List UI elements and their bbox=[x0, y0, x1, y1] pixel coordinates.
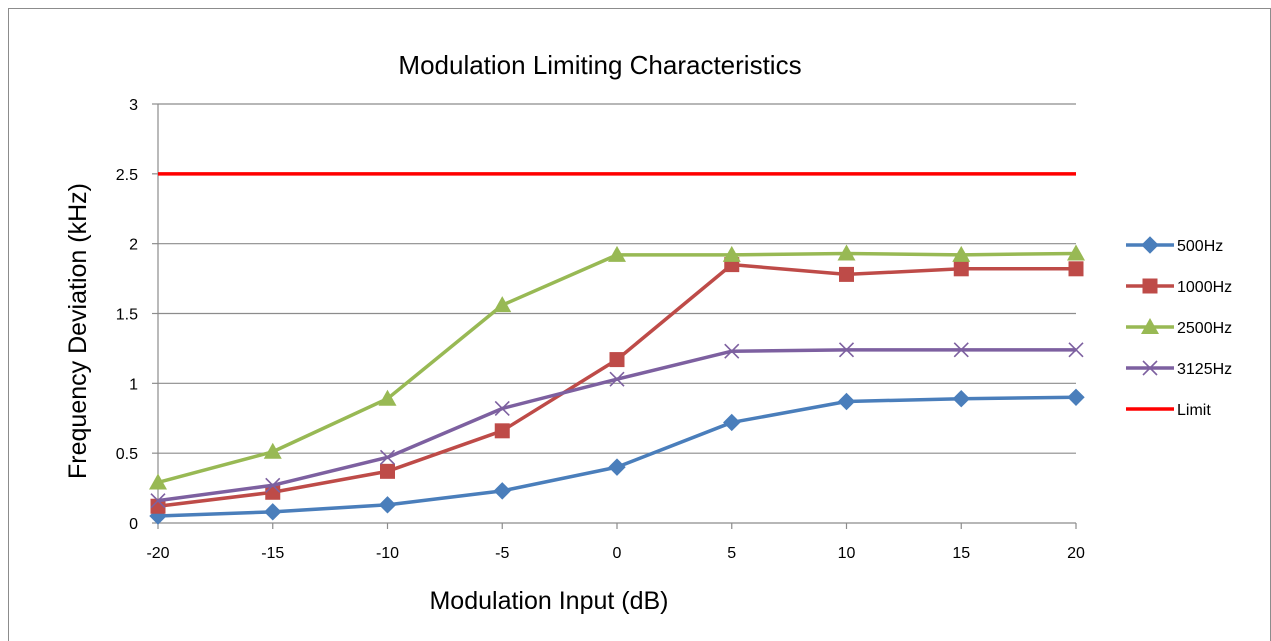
data-point bbox=[608, 245, 626, 262]
data-point bbox=[608, 458, 626, 476]
x-tick-label: 20 bbox=[1067, 545, 1085, 562]
data-point bbox=[837, 244, 856, 261]
data-point bbox=[493, 482, 511, 500]
data-point bbox=[494, 423, 510, 439]
data-point bbox=[379, 449, 396, 465]
y-tick-label: 0 bbox=[129, 516, 138, 533]
data-point bbox=[722, 245, 741, 262]
data-point bbox=[263, 442, 282, 459]
legend-entry: 500Hz bbox=[1126, 236, 1223, 255]
data-point bbox=[1067, 244, 1085, 261]
legend-marker bbox=[1141, 236, 1159, 254]
data-point bbox=[609, 352, 625, 368]
data-point bbox=[609, 371, 625, 387]
y-tick-label: 2 bbox=[129, 237, 138, 254]
x-axis-label: Modulation Input (dB) bbox=[429, 587, 668, 615]
legend-marker bbox=[1141, 318, 1159, 334]
legend-label: 2500Hz bbox=[1177, 320, 1232, 337]
y-tick-label: 1 bbox=[129, 376, 138, 393]
legend-entry: 1000Hz bbox=[1126, 278, 1232, 296]
y-tick-label: 0.5 bbox=[116, 446, 138, 463]
x-tick-label: 10 bbox=[838, 545, 856, 562]
x-axis-ticks: -20 -15 -10 -5 0 5 10 15 20 bbox=[146, 523, 1085, 562]
legend-label: Limit bbox=[1177, 402, 1211, 419]
data-point bbox=[952, 389, 970, 408]
data-point bbox=[1068, 342, 1084, 358]
series-layer bbox=[149, 172, 1085, 525]
data-point bbox=[378, 496, 397, 514]
series-1000hz bbox=[150, 257, 1084, 514]
data-point bbox=[839, 266, 854, 282]
data-point bbox=[494, 400, 510, 417]
legend-entry: 2500Hz bbox=[1126, 318, 1232, 337]
data-point bbox=[378, 389, 397, 406]
data-point bbox=[953, 342, 969, 358]
y-tick-label: 2.5 bbox=[116, 167, 138, 184]
y-tick-label: 1.5 bbox=[116, 307, 138, 324]
chart-title: Modulation Limiting Characteristics bbox=[398, 50, 801, 80]
data-point bbox=[150, 498, 166, 514]
data-point bbox=[149, 473, 167, 490]
data-point bbox=[493, 296, 512, 313]
data-point bbox=[265, 477, 281, 493]
x-tick-label: -10 bbox=[376, 545, 399, 562]
legend-entry: 3125Hz bbox=[1126, 360, 1232, 378]
x-tick-label: 5 bbox=[727, 545, 736, 562]
data-point bbox=[264, 503, 282, 521]
data-point bbox=[952, 245, 971, 262]
data-point bbox=[150, 493, 166, 509]
x-tick-label: -20 bbox=[146, 545, 169, 562]
legend-label: 3125Hz bbox=[1177, 361, 1232, 378]
data-point bbox=[838, 342, 855, 358]
data-point bbox=[1068, 261, 1084, 277]
x-tick-label: -5 bbox=[495, 545, 509, 562]
legend-label: 1000Hz bbox=[1177, 279, 1232, 296]
data-point bbox=[953, 261, 969, 277]
legend: 500Hz 1000Hz 2500Hz 3125Hz Limit bbox=[1126, 236, 1232, 419]
series-3125hz bbox=[150, 342, 1084, 509]
data-point bbox=[837, 392, 856, 411]
legend-entry: Limit bbox=[1126, 402, 1211, 419]
data-point bbox=[1067, 388, 1085, 407]
x-tick-label: -15 bbox=[261, 545, 284, 562]
data-point bbox=[723, 413, 741, 432]
y-axis-ticks: 0 0.5 1 1.5 2 2.5 3 bbox=[116, 97, 158, 533]
series-2500hz bbox=[149, 244, 1085, 490]
y-tick-label: 3 bbox=[129, 97, 138, 114]
legend-marker bbox=[1142, 360, 1158, 376]
chart-area-border bbox=[8, 8, 1271, 641]
series-500hz bbox=[149, 388, 1085, 525]
data-point bbox=[380, 463, 395, 479]
legend-marker bbox=[1142, 278, 1158, 294]
data-point bbox=[724, 343, 740, 359]
legend-label: 500Hz bbox=[1177, 238, 1223, 255]
x-tick-label: 15 bbox=[952, 545, 970, 562]
x-tick-label: 0 bbox=[613, 545, 622, 562]
y-axis-label: Frequency Deviation (kHz) bbox=[64, 183, 92, 479]
